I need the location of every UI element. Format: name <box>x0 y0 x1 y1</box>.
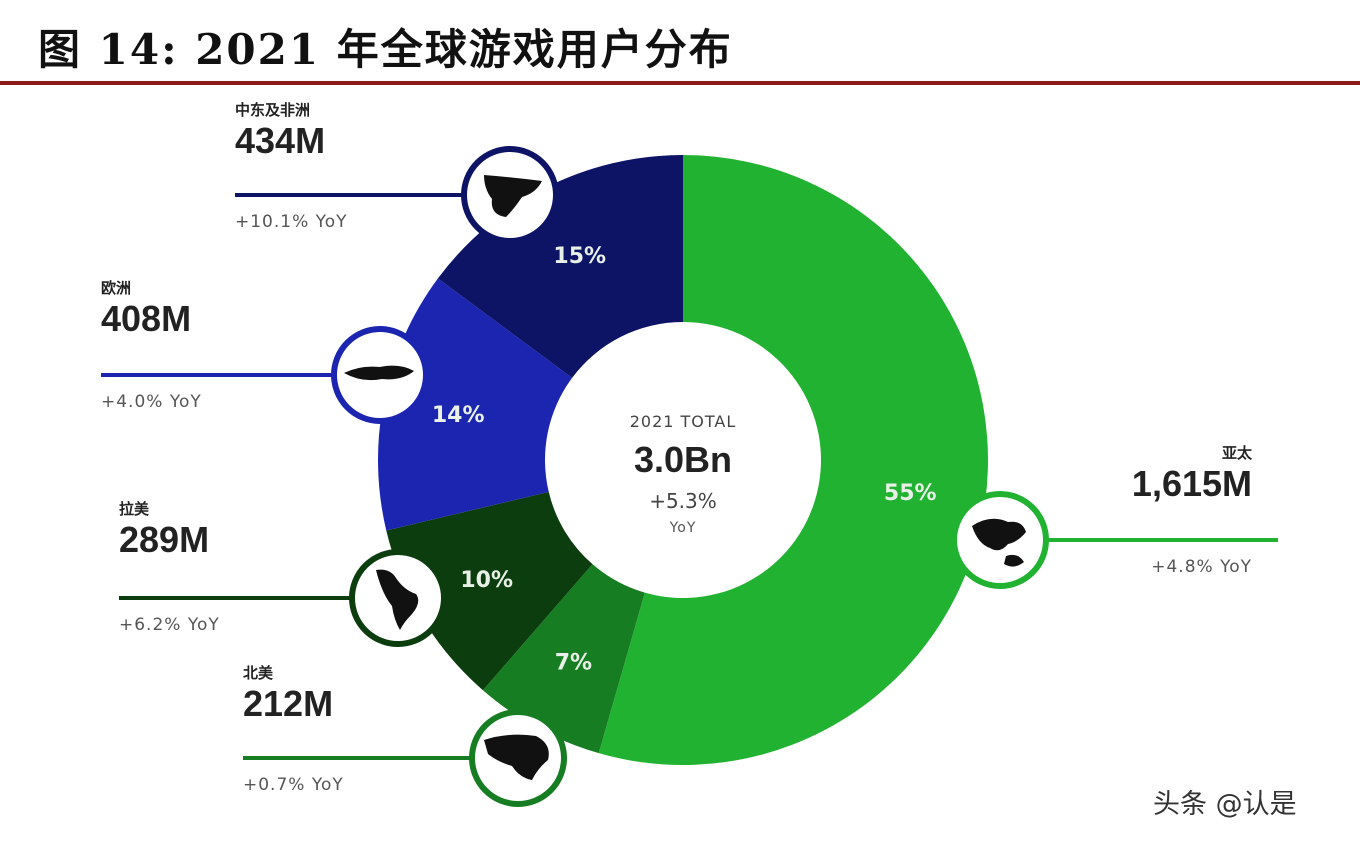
center-growth: +5.3% <box>649 489 717 513</box>
donut-slice <box>598 155 989 765</box>
donut-slice <box>377 278 573 531</box>
asia-pacific-map-icon <box>951 491 1049 589</box>
north-america-map-icon <box>469 709 567 807</box>
region-yoy-growth: +0.7% YoY <box>243 775 344 795</box>
donut-slice <box>437 155 683 378</box>
region-callout: 亚太1,615M +4.8% YoY <box>951 444 1278 589</box>
europe-map-icon <box>331 326 429 424</box>
slice-percent-label: 10% <box>460 568 513 593</box>
region-users-value: 1,615M <box>1132 463 1252 504</box>
donut-slice <box>386 491 593 691</box>
center-total-value: 3.0Bn <box>634 439 732 480</box>
title-divider <box>0 81 1360 85</box>
region-name: 北美 <box>243 664 274 682</box>
center-total-title: 2021 TOTAL <box>630 412 737 431</box>
region-users-value: 434M <box>235 120 325 161</box>
region-yoy-growth: +10.1% YoY <box>235 212 348 232</box>
region-users-value: 289M <box>119 519 209 560</box>
slice-percent-label: 55% <box>884 481 937 506</box>
region-name: 拉美 <box>119 500 150 518</box>
donut-slice <box>482 564 645 754</box>
region-name: 欧洲 <box>101 279 131 297</box>
region-yoy-growth: +4.0% YoY <box>101 392 202 412</box>
region-yoy-growth: +6.2% YoY <box>119 615 220 635</box>
chart-title: 图 14: 2021 年全球游戏用户分布 <box>38 25 733 74</box>
region-name: 中东及非洲 <box>235 101 310 119</box>
latin-america-map-icon <box>349 549 447 647</box>
slice-percent-label: 14% <box>432 403 485 428</box>
region-users-value: 408M <box>101 298 191 339</box>
center-growth-unit: YoY <box>669 520 697 536</box>
region-yoy-growth: +4.8% YoY <box>1151 557 1252 577</box>
slice-percent-label: 7% <box>555 651 592 676</box>
region-users-value: 212M <box>243 683 333 724</box>
middle-east-africa-map-icon <box>461 146 559 244</box>
slice-percent-label: 15% <box>553 244 606 269</box>
donut-slices <box>377 155 989 765</box>
watermark: 头条 @认是 <box>1153 789 1297 820</box>
region-name: 亚太 <box>1222 444 1253 462</box>
